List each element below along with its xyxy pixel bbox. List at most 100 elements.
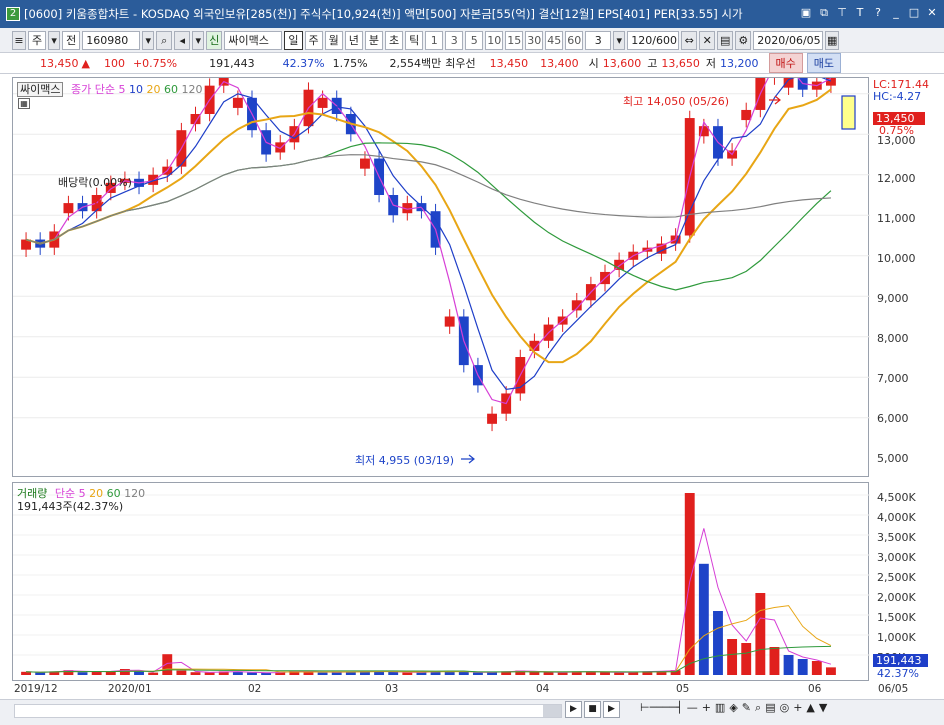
speaker-icon[interactable]: ◂ xyxy=(174,30,191,50)
prev-button[interactable]: 전 xyxy=(62,30,81,50)
fit-icon[interactable]: ⇔ xyxy=(681,30,698,50)
interval-30[interactable]: 30 xyxy=(525,30,544,50)
search-small-icon[interactable]: ◎ xyxy=(779,701,790,714)
candle-body xyxy=(63,203,74,214)
candle-body xyxy=(783,77,794,88)
volume-ma-60[interactable]: 60 xyxy=(106,487,121,500)
crosshair-icon[interactable]: ✕ xyxy=(699,30,716,50)
count-dropdown-icon[interactable]: ▾ xyxy=(613,30,626,50)
title-bar: 2 [0600] 키움종합차트 - KOSDAQ 외국인보유[285(천)] 주… xyxy=(0,0,944,28)
interval-3[interactable]: 3 xyxy=(445,30,464,50)
volume-ma-5[interactable]: 5 xyxy=(78,487,86,500)
chart-type-icon[interactable]: ▥ xyxy=(714,701,726,714)
interval-15[interactable]: 15 xyxy=(505,30,524,50)
ma-10[interactable]: 10 xyxy=(128,83,143,96)
tab-day[interactable]: 일 xyxy=(284,30,303,50)
scroll-right-icon[interactable]: ▶ xyxy=(565,701,582,718)
window-controls: ▣ ⧉ ⊤ T ? _ □ ✕ xyxy=(798,5,940,21)
help-icon[interactable]: ? xyxy=(875,6,881,19)
speaker-dropdown-icon[interactable]: ▾ xyxy=(192,30,205,50)
x-label-2019-12: 2019/12 xyxy=(14,683,58,695)
volume-chart-panel[interactable]: 거래량 단순 5 20 60 120 191,443주(42.37%) xyxy=(12,482,870,682)
tab-tick[interactable]: 틱 xyxy=(405,30,424,50)
candle-body xyxy=(698,126,709,137)
interval-45[interactable]: 45 xyxy=(545,30,564,50)
magnify-icon[interactable]: ⌕ xyxy=(755,701,762,714)
interval-1[interactable]: 1 xyxy=(425,30,444,50)
calendar-icon[interactable]: ▦ xyxy=(825,30,840,50)
print-icon[interactable]: ▤ xyxy=(765,701,776,714)
x-label-04: 04 xyxy=(536,683,550,695)
buy-button[interactable]: 매수 xyxy=(768,53,803,73)
scrollbar-thumb[interactable] xyxy=(543,705,561,717)
stock-code-input[interactable]: 160980 xyxy=(82,30,141,50)
text-icon[interactable]: T xyxy=(856,6,864,19)
main-toolbar: ≡ 주 ▾ 전 160980 ▾ ⌕ ◂ ▾ 신 싸이맥스 일 주 월 년 분 … xyxy=(0,28,944,53)
link-icon[interactable]: ⧉ xyxy=(820,6,828,19)
volume-bar xyxy=(77,672,88,675)
sell-button[interactable]: 매도 xyxy=(806,53,842,73)
volume-bar xyxy=(585,671,596,675)
candle-body xyxy=(487,413,497,424)
volume-ma-title[interactable]: 단순 xyxy=(54,487,76,500)
volume-title[interactable]: 거래량 xyxy=(17,487,48,500)
count-input[interactable]: 3 xyxy=(585,30,612,50)
candle-body xyxy=(741,109,752,121)
maximize-icon[interactable]: □ xyxy=(908,6,920,19)
tab-year[interactable]: 년 xyxy=(344,30,363,50)
stock-tag[interactable]: 싸이맥스 xyxy=(17,82,64,97)
tab-second[interactable]: 초 xyxy=(385,30,404,50)
volume-bar xyxy=(162,654,173,675)
stop-icon[interactable]: ■ xyxy=(584,701,601,718)
minimize-icon[interactable]: _ xyxy=(893,6,899,19)
pin-icon[interactable]: ⊤ xyxy=(837,6,847,19)
tab-week[interactable]: 주 xyxy=(304,30,323,50)
ma-20[interactable]: 20 xyxy=(146,83,161,96)
interval-5[interactable]: 5 xyxy=(465,30,484,50)
play-icon[interactable]: ▶ xyxy=(603,701,620,718)
price-chart-panel[interactable]: 싸이맥스 종가 단순 5 10 20 60 120 ▦ 배당락(0.00%) 최… xyxy=(12,45,870,478)
date-input[interactable]: 2020/06/05 xyxy=(753,30,824,50)
zoom-out-icon[interactable]: — xyxy=(686,701,698,714)
trade-amount: 2,554백만 xyxy=(389,57,442,70)
interval-60[interactable]: 60 xyxy=(565,30,584,50)
period-type-select[interactable]: 주 xyxy=(28,30,47,50)
zoom-in-icon[interactable]: + xyxy=(701,701,711,714)
draw-icon[interactable]: ✎ xyxy=(741,701,752,714)
ma-60[interactable]: 60 xyxy=(163,83,178,96)
tab-minute[interactable]: 분 xyxy=(364,30,383,50)
volume-bar xyxy=(628,671,639,675)
table-icon[interactable]: ▦ xyxy=(18,98,30,109)
search-icon[interactable]: ⌕ xyxy=(156,30,173,50)
zoom-slider[interactable]: ⊢────┤ xyxy=(640,701,683,714)
indicator-icon[interactable]: ◈ xyxy=(729,701,738,714)
range-input[interactable]: 120/600 xyxy=(627,30,680,50)
arrow-up-icon[interactable]: ▲ xyxy=(806,701,815,714)
volume-ma-line-60 xyxy=(26,645,831,673)
tab-month[interactable]: 월 xyxy=(324,30,343,50)
x-label-2020-01: 2020/01 xyxy=(108,683,152,695)
gear-icon[interactable]: ⚙ xyxy=(735,30,752,50)
period-type-dropdown-icon[interactable]: ▾ xyxy=(48,30,61,50)
volume-chart[interactable] xyxy=(13,483,870,682)
ma-line-5 xyxy=(25,64,832,405)
price-chart[interactable] xyxy=(13,45,870,478)
price-change: 100 xyxy=(103,56,125,70)
ma-title[interactable]: 종가 단순 xyxy=(70,83,115,96)
save-icon[interactable]: ▤ xyxy=(717,30,734,50)
arrow-down-icon[interactable]: ▼ xyxy=(818,701,828,714)
volume-ma-120[interactable]: 120 xyxy=(124,487,146,500)
high-price: 13,650 xyxy=(661,56,700,70)
close-icon[interactable]: ✕ xyxy=(927,6,937,19)
ma-5[interactable]: 5 xyxy=(118,83,126,96)
chart-settings-icon[interactable]: ▣ xyxy=(800,6,812,19)
interval-10[interactable]: 10 xyxy=(485,30,504,50)
turnover-pct: 1.75% xyxy=(332,56,368,70)
stock-code-dropdown-icon[interactable]: ▾ xyxy=(142,30,155,50)
menu-icon[interactable]: ≡ xyxy=(12,30,26,50)
chart-scrollbar[interactable] xyxy=(14,704,562,718)
ma-120[interactable]: 120 xyxy=(181,83,203,96)
expand-icon[interactable]: + xyxy=(793,701,803,714)
dividend-arrow-icon xyxy=(94,198,104,210)
volume-ma-20[interactable]: 20 xyxy=(89,487,104,500)
